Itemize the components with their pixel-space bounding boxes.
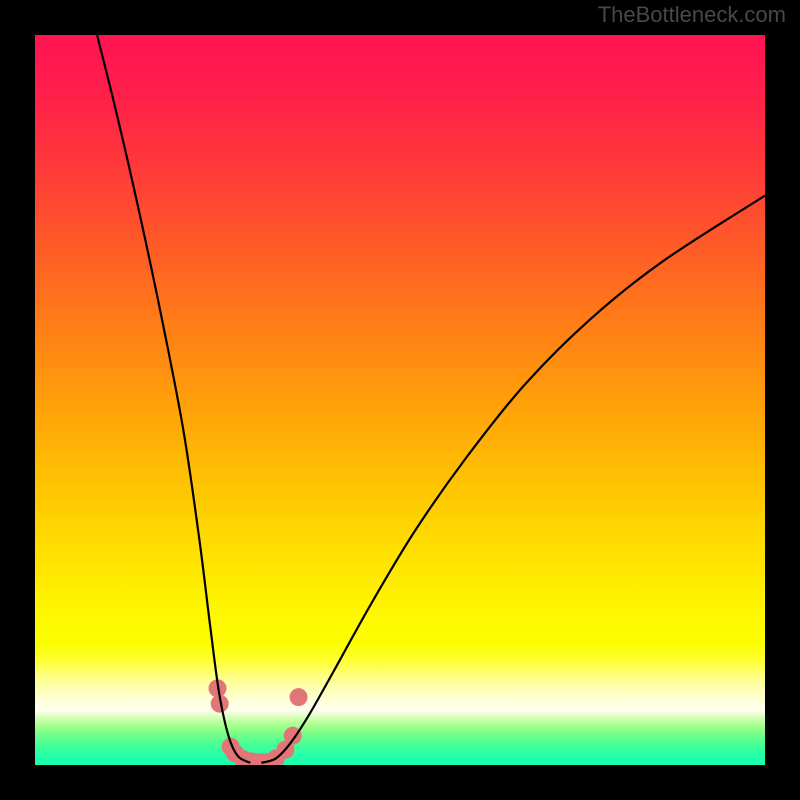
watermark-text: TheBottleneck.com — [598, 2, 786, 28]
data-marker — [290, 688, 308, 706]
right-curve — [261, 196, 765, 763]
plot-area — [35, 35, 765, 765]
left-curve — [97, 35, 250, 763]
markers-group — [209, 679, 308, 765]
curve-layer — [35, 35, 765, 765]
